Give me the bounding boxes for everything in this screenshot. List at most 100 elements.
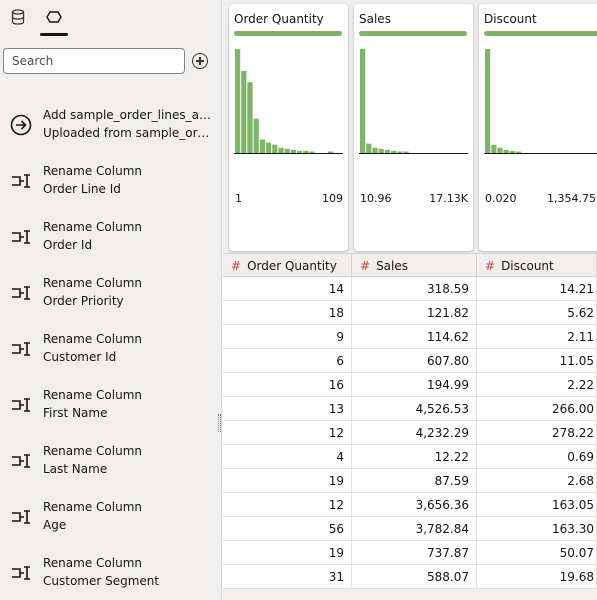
table-row: 18 121.82 5.62 [223, 301, 597, 325]
tab-data-prep[interactable] [36, 0, 72, 37]
table-cell[interactable]: 4,232.29 [352, 421, 477, 445]
column-header-discount[interactable]: # Discount [477, 254, 597, 278]
table-row: 12 4,232.29 278.22 [223, 421, 597, 445]
table-cell[interactable]: 318.59 [352, 277, 477, 301]
column-header-sales[interactable]: # Sales [352, 254, 477, 278]
profile-title: Discount [484, 12, 537, 26]
rename-column-icon [10, 225, 34, 249]
table-row: 12 3,656.36 163.05 [223, 493, 597, 517]
profile-card-discount[interactable]: Discount 0.020 1,354.75 [479, 4, 597, 251]
step-item[interactable]: Rename Column Age [0, 492, 222, 548]
profile-card-order-quantity[interactable]: Order Quantity 1 109 [229, 4, 348, 251]
table-cell[interactable]: 121.82 [352, 301, 477, 325]
profile-max: 109 [322, 192, 343, 205]
table-cell[interactable]: 11.05 [477, 349, 597, 373]
step-item[interactable]: Rename Column Order Id [0, 212, 222, 268]
histogram-bar [384, 149, 390, 153]
table-cell[interactable]: 50.07 [477, 541, 597, 565]
table-cell[interactable]: 266.00 [477, 397, 597, 421]
step-detail: Age [43, 518, 67, 532]
table-cell[interactable]: 19 [223, 541, 352, 565]
step-item[interactable]: Rename Column Order Priority [0, 268, 222, 324]
profile-card-sales[interactable]: Sales 10.96 17.13K [354, 4, 473, 251]
table-cell[interactable]: 12 [223, 421, 352, 445]
histogram-bar [253, 118, 259, 153]
table-cell[interactable]: 2.11 [477, 325, 597, 349]
table-cell[interactable]: 13 [223, 397, 352, 421]
step-detail: Customer Segment [43, 574, 160, 588]
table-cell[interactable]: 19.68 [477, 565, 597, 589]
histogram-bar [328, 151, 334, 153]
add-step-button[interactable] [192, 53, 208, 69]
profile-min: 0.020 [485, 192, 517, 205]
profile-title: Order Quantity [234, 12, 324, 26]
table-cell[interactable]: 737.87 [352, 541, 477, 565]
table-cell[interactable]: 0.69 [477, 445, 597, 469]
table-cell[interactable]: 6 [223, 349, 352, 373]
table-cell[interactable]: 16 [223, 373, 352, 397]
data-preview: Order Quantity 1 109 Sales 10.96 17.13K … [223, 0, 597, 600]
number-type-icon: # [231, 259, 242, 273]
profile-min: 1 [235, 192, 242, 205]
table-cell[interactable]: 31 [223, 565, 352, 589]
table-cell[interactable]: 19 [223, 469, 352, 493]
table-cell[interactable]: 14 [223, 277, 352, 301]
table-row: 19 737.87 50.07 [223, 541, 597, 565]
step-title: Add sample_order_lines_ab... [43, 108, 213, 122]
step-title: Rename Column [43, 276, 142, 290]
table-cell[interactable]: 3,782.84 [352, 517, 477, 541]
step-item[interactable]: Rename Column Last Name [0, 436, 222, 492]
step-item[interactable]: Add sample_order_lines_ab... Uploaded fr… [0, 100, 222, 156]
table-cell[interactable]: 5.62 [477, 301, 597, 325]
rename-column-icon [10, 281, 34, 305]
table-cell[interactable]: 4 [223, 445, 352, 469]
panel-resize-handle[interactable] [218, 414, 221, 432]
table-row: 4 12.22 0.69 [223, 445, 597, 469]
histogram-bar [378, 148, 384, 153]
step-detail: First Name [43, 406, 108, 420]
rename-column-icon [10, 561, 34, 585]
tab-data[interactable] [0, 0, 36, 37]
table-cell[interactable]: 114.62 [352, 325, 477, 349]
table-cell[interactable]: 14.21 [477, 277, 597, 301]
step-item[interactable]: Rename Column Customer Id [0, 324, 222, 380]
grid-body: 14 318.59 14.21 18 121.82 5.62 9 114.62 2.11 6 607… [223, 277, 597, 589]
table-cell[interactable]: 4,526.53 [352, 397, 477, 421]
table-cell[interactable]: 56 [223, 517, 352, 541]
quality-bar [359, 31, 467, 36]
table-cell[interactable]: 12 [223, 493, 352, 517]
table-cell[interactable]: 588.07 [352, 565, 477, 589]
profile-max: 1,354.75 [547, 192, 596, 205]
table-cell[interactable]: 163.30 [477, 517, 597, 541]
table-cell[interactable]: 9 [223, 325, 352, 349]
histogram-bar [491, 144, 497, 153]
step-item[interactable]: Rename Column Customer Segment [0, 548, 222, 600]
histogram-bar [516, 151, 522, 153]
step-detail: Order Line Id [43, 182, 121, 196]
table-cell[interactable]: 87.59 [352, 469, 477, 493]
histogram-bar [397, 151, 403, 153]
step-item[interactable]: Rename Column First Name [0, 380, 222, 436]
step-detail: Order Priority [43, 294, 124, 308]
table-cell[interactable]: 194.99 [352, 373, 477, 397]
table-cell[interactable]: 607.80 [352, 349, 477, 373]
database-icon [11, 9, 25, 28]
step-item[interactable]: Rename Column Order Line Id [0, 156, 222, 212]
step-title: Rename Column [43, 388, 142, 402]
table-cell[interactable]: 12.22 [352, 445, 477, 469]
table-cell[interactable]: 278.22 [477, 421, 597, 445]
histogram-bar [272, 144, 278, 153]
table-cell[interactable]: 163.05 [477, 493, 597, 517]
table-cell[interactable]: 3,656.36 [352, 493, 477, 517]
search-input[interactable] [3, 48, 185, 74]
table-cell[interactable]: 18 [223, 301, 352, 325]
histogram-bar [360, 49, 366, 153]
table-cell[interactable]: 2.22 [477, 373, 597, 397]
histogram-bar [297, 150, 303, 153]
histogram-bar [366, 143, 372, 153]
column-header-order-quantity[interactable]: # Order Quantity [223, 254, 352, 278]
number-type-icon: # [360, 259, 371, 273]
table-cell[interactable]: 2.68 [477, 469, 597, 493]
histogram-bar [259, 139, 265, 153]
histogram-bar [278, 147, 284, 153]
